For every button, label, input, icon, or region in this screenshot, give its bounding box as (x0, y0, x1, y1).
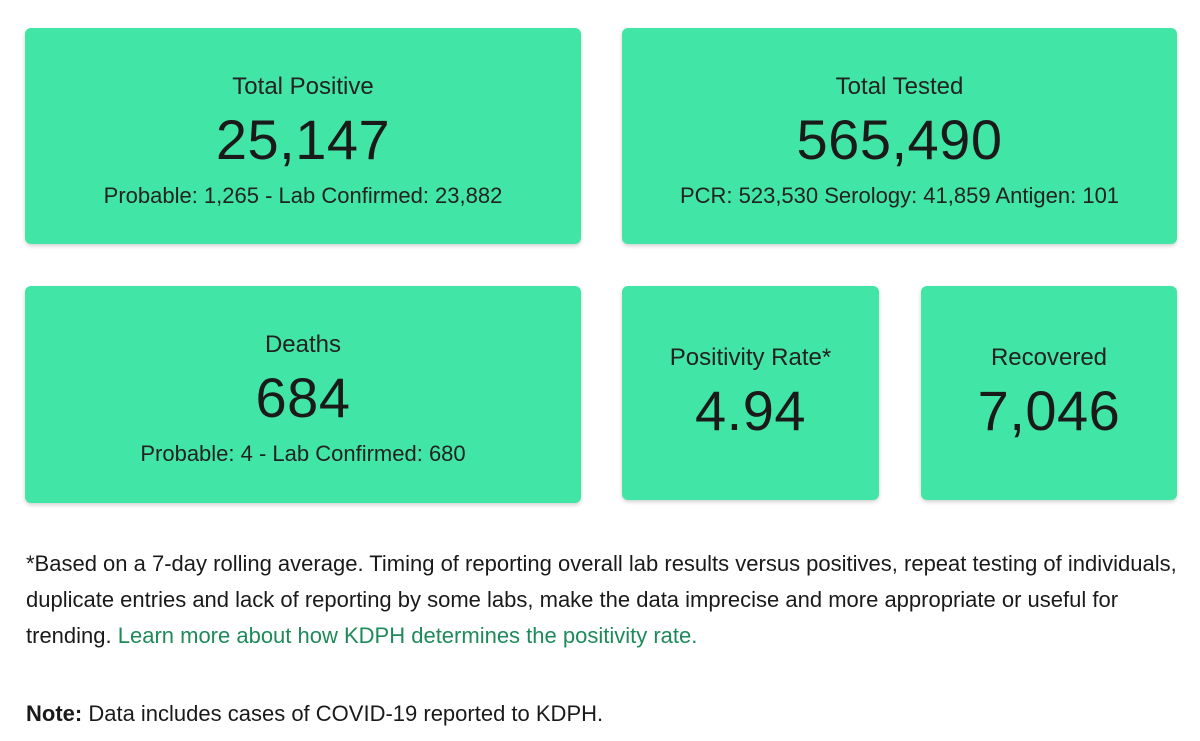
positivity-footnote: *Based on a 7-day rolling average. Timin… (26, 546, 1186, 654)
total-tested-title: Total Tested (835, 73, 964, 100)
footnote-text: *Based on a 7-day rolling average. Timin… (26, 551, 1177, 648)
data-note: Note: Data includes cases of COVID-19 re… (26, 698, 603, 730)
total-tested-card: Total Tested 565,490 PCR: 523,530 Serolo… (622, 28, 1177, 244)
total-positive-title: Total Positive (232, 73, 374, 100)
positivity-rate-learn-more-link[interactable]: Learn more about how KDPH determines the… (117, 623, 698, 648)
deaths-title: Deaths (264, 331, 342, 358)
deaths-card: Deaths 684 Probable: 4 - Lab Confirmed: … (25, 286, 581, 503)
total-tested-value: 565,490 (796, 108, 1003, 171)
recovered-value: 7,046 (977, 379, 1121, 442)
positivity-rate-value: 4.94 (695, 379, 806, 442)
deaths-breakdown: Probable: 4 - Lab Confirmed: 680 (140, 441, 466, 466)
positivity-rate-card: Positivity Rate* 4.94 (622, 286, 879, 500)
total-positive-breakdown: Probable: 1,265 - Lab Confirmed: 23,882 (103, 183, 503, 208)
recovered-card: Recovered 7,046 (921, 286, 1177, 500)
total-positive-value: 25,147 (215, 108, 391, 171)
total-tested-breakdown: PCR: 523,530 Serology: 41,859 Antigen: 1… (679, 183, 1120, 208)
recovered-title: Recovered (990, 344, 1108, 371)
note-label: Note: (26, 701, 83, 726)
total-positive-card: Total Positive 25,147 Probable: 1,265 - … (25, 28, 581, 244)
deaths-value: 684 (255, 366, 351, 429)
note-text: Data includes cases of COVID-19 reported… (82, 701, 604, 726)
positivity-rate-title: Positivity Rate* (669, 344, 832, 371)
